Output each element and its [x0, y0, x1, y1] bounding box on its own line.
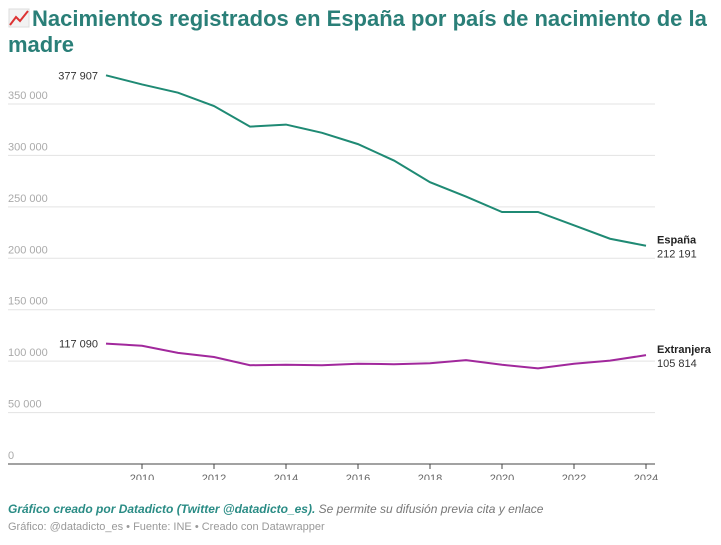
x-tick-label: 2018: [418, 473, 442, 480]
chart-increasing-icon: [8, 8, 30, 28]
start-value-label: 377 907: [58, 70, 98, 82]
x-tick-label: 2016: [346, 473, 370, 480]
series-name-label: Extranjera: [657, 344, 712, 356]
x-tick-label: 2020: [490, 473, 514, 480]
credit-text[interactable]: Gráfico creado por Datadicto (Twitter @d…: [8, 502, 316, 516]
series-line-extranjera: [105, 342, 647, 370]
y-tick-label: 350 000: [8, 90, 48, 102]
x-tick-label: 2010: [130, 473, 154, 480]
note-text: Se permite su difusión previa cita y enl…: [315, 502, 544, 516]
chart-title: Nacimientos registrados en España por pa…: [8, 6, 708, 58]
series-name-label: España: [657, 235, 697, 247]
y-tick-label: 100 000: [8, 347, 48, 359]
start-value-label: 117 090: [59, 339, 98, 351]
x-tick-label: 2024: [634, 473, 658, 480]
y-tick-label: 200 000: [8, 244, 48, 256]
footer-source: Gráfico: @datadicto_es • Fuente: INE • C…: [8, 521, 325, 533]
series-line-españa: [105, 74, 647, 247]
x-tick-label: 2014: [274, 473, 298, 480]
y-tick-label: 250 000: [8, 193, 48, 205]
end-value-label: 212 191: [657, 249, 697, 261]
x-tick-label: 2022: [562, 473, 586, 480]
x-tick-label: 2012: [202, 473, 226, 480]
y-tick-label: 150 000: [8, 296, 48, 308]
line-chart: 0 50 000 100 000 150 000 200 000 250 000 300 0…: [8, 70, 712, 480]
footer-credit: Gráfico creado por Datadicto (Twitter @d…: [8, 502, 543, 516]
end-value-label: 105 814: [657, 358, 697, 370]
title-text: Nacimientos registrados en España por pa…: [8, 6, 707, 57]
y-tick-label: 50 000: [8, 399, 42, 411]
y-tick-label: 0: [8, 450, 14, 462]
y-tick-label: 300 000: [8, 141, 48, 153]
